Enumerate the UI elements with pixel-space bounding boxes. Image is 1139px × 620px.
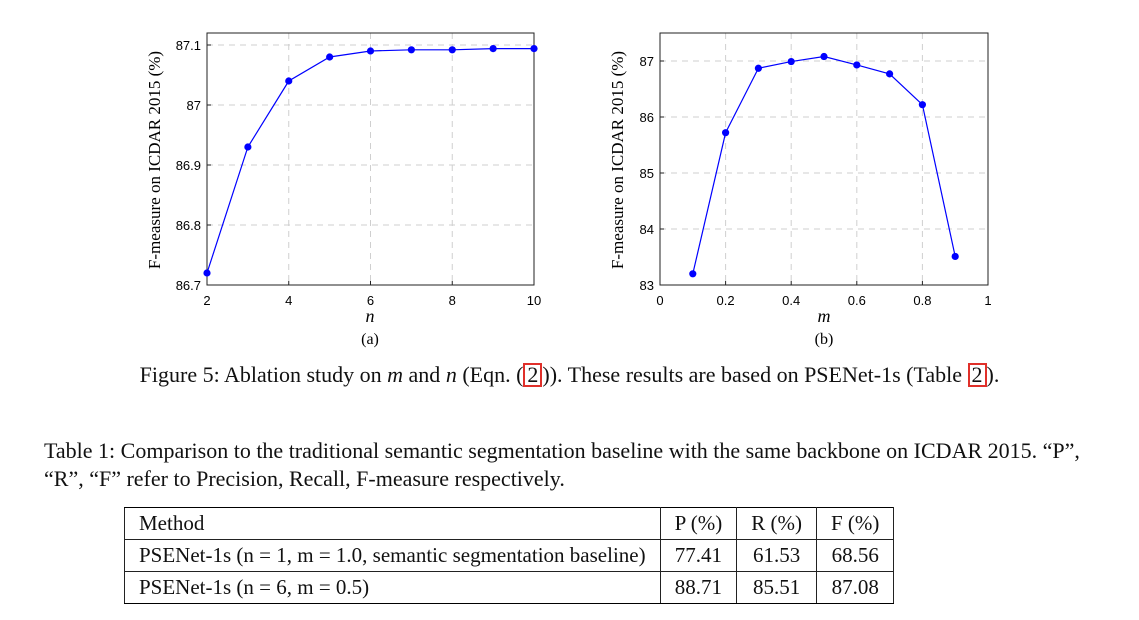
chart-a-xtick-label: 4: [285, 293, 292, 308]
chart-b-ytick-label: 83: [640, 278, 654, 293]
chart-b-xtick-label: 0.8: [913, 293, 931, 308]
chart-b-data-point: [853, 61, 861, 69]
row-method: PSENet-1s (n = 6, m = 0.5): [124, 571, 661, 604]
row-fmeasure: 68.56: [815, 539, 895, 572]
chart-b-data-point: [951, 252, 959, 261]
table-ref-link[interactable]: 2: [967, 363, 987, 387]
figure-caption-prefix: Figure 5: Ablation study on: [139, 362, 388, 387]
chart-a-data-point: [530, 45, 538, 53]
row-recall: 85.51: [736, 571, 817, 604]
chart-b-ylabel: F-measure on ICDAR 2015 (%): [608, 51, 627, 269]
chart-a-data-point: [448, 46, 456, 54]
chart-b-data-point: [754, 64, 762, 72]
header-recall: R (%): [736, 507, 817, 540]
figure-caption-and: and: [403, 362, 446, 387]
figure-caption-var-m: m: [387, 362, 404, 387]
chart-b-data-point: [722, 129, 730, 137]
chart-a-ytick-label: 87.1: [176, 38, 201, 53]
chart-a-ytick-label: 87: [187, 98, 201, 113]
header-method: Method: [124, 507, 661, 540]
chart-b-data-point: [787, 57, 795, 66]
figure-caption-eqn-close: )). These results are based on PSENet-1s…: [542, 362, 968, 387]
chart-b-data-point: [820, 52, 828, 61]
chart-b-data-point: [918, 101, 926, 109]
row-method: PSENet-1s (n = 1, m = 1.0, semantic segm…: [124, 539, 661, 572]
chart-b-ytick-label: 86: [640, 110, 654, 125]
chart-b: 0 0.2 0.4 0.6 0.8 1 83 84 85 86 87 m (b) F-measure…: [608, 32, 992, 348]
figure-caption: Figure 5: Ablation study on m and n (Eqn…: [0, 362, 1139, 388]
chart-a-data-point: [366, 47, 375, 55]
equation-ref-link[interactable]: 2: [523, 363, 543, 387]
chart-b-xlabel: m: [818, 306, 831, 326]
chart-a-xtick-label: 8: [449, 293, 456, 308]
header-precision: P (%): [659, 507, 738, 540]
chart-a-data-point: [285, 77, 293, 85]
results-table: Method P (%) R (%) F (%) PSENet-1s (n = …: [124, 507, 895, 604]
chart-b-grid: [659, 33, 989, 286]
table-header-row: Method P (%) R (%) F (%): [124, 507, 895, 540]
chart-b-xtick-label: 0: [656, 293, 663, 308]
chart-a-data-point: [244, 143, 252, 151]
chart-b-xtick-label: 0.4: [782, 293, 800, 308]
row-precision: 77.41: [659, 539, 738, 572]
chart-b-data-point: [886, 70, 894, 78]
chart-a-xtick-label: 2: [203, 293, 210, 308]
chart-a-ytick-label: 86.9: [176, 158, 201, 173]
chart-a-ylabel: F-measure on ICDAR 2015 (%): [145, 51, 164, 269]
chart-a-xtick-label: 6: [367, 293, 374, 308]
chart-a-data-point: [407, 46, 415, 54]
table-row: PSENet-1s (n = 6, m = 0.5) 88.71 85.51 8…: [124, 571, 895, 604]
chart-b-xtick-label: 0.2: [717, 293, 735, 308]
chart-b-series: [689, 52, 959, 278]
chart-b-subtitle: (b): [815, 331, 834, 348]
chart-b-ticks: 0 0.2 0.4 0.6 0.8 1 83 84 85 86 87: [640, 54, 992, 308]
figure-caption-var-n: n: [445, 362, 457, 387]
chart-a: 2 4 6 8 10 86.7 86.8 86.9 87 87.1 n (a) F-measure…: [145, 32, 542, 348]
chart-a-series: [203, 45, 538, 277]
chart-a-data-point: [489, 45, 497, 53]
chart-a-data-point: [203, 269, 211, 277]
chart-a-ticks: 2 4 6 8 10 86.7 86.8 86.9 87 87.1: [176, 38, 542, 308]
header-fmeasure: F (%): [815, 507, 895, 540]
chart-a-subtitle: (a): [361, 331, 379, 348]
table-caption: Table 1: Comparison to the traditional s…: [44, 438, 1080, 491]
chart-a-ytick-label: 86.8: [176, 218, 201, 233]
chart-a-data-point: [326, 53, 334, 61]
chart-b-data-point: [689, 270, 697, 278]
row-recall: 61.53: [736, 539, 817, 572]
figure-caption-suffix: ).: [986, 362, 1000, 387]
row-fmeasure-best: 87.08: [815, 571, 895, 604]
figure-caption-eqn-open: (Eqn. (: [456, 362, 524, 387]
chart-b-ytick-label: 87: [640, 54, 654, 69]
chart-b-ytick-label: 85: [640, 166, 654, 181]
chart-a-xlabel: n: [366, 306, 375, 326]
chart-b-ytick-label: 84: [640, 222, 654, 237]
chart-a-xtick-label: 10: [527, 293, 541, 308]
table-row: PSENet-1s (n = 1, m = 1.0, semantic segm…: [124, 539, 895, 572]
chart-b-frame: [659, 32, 989, 286]
chart-a-ytick-label: 86.7: [176, 278, 201, 293]
chart-b-xtick-label: 1: [984, 293, 991, 308]
chart-a-grid: [206, 33, 535, 286]
chart-b-xtick-label: 0.6: [848, 293, 866, 308]
row-precision: 88.71: [659, 571, 738, 604]
chart-b-series-line: [692, 55, 956, 274]
